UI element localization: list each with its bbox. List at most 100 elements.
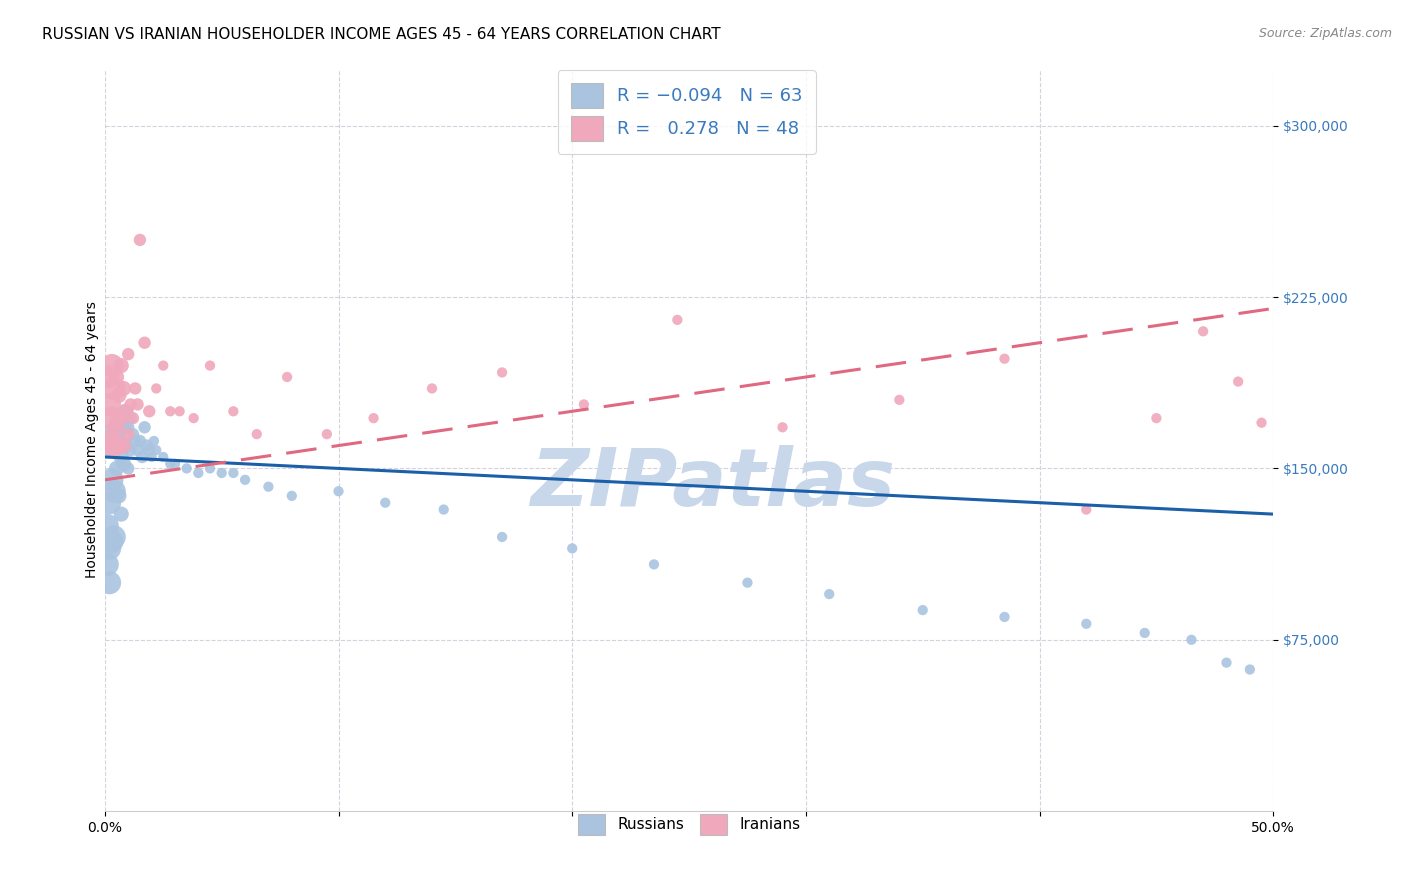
Point [276,370,298,384]
Point [328,484,350,499]
Point [96,558,118,572]
Point [222,466,245,480]
Point [1144,411,1167,425]
Point [198,359,221,373]
Point [491,530,513,544]
Point [198,461,221,475]
Point [433,502,456,516]
Point [112,381,135,395]
Point [135,439,157,453]
Point [127,397,149,411]
Point [103,484,125,499]
Point [131,450,153,464]
Point [117,347,139,361]
Point [138,404,160,418]
Point [101,473,124,487]
Point [101,439,124,453]
Point [163,457,186,471]
Text: Source: ZipAtlas.com: Source: ZipAtlas.com [1258,27,1392,40]
Point [1076,502,1098,516]
Point [105,420,128,434]
Point [96,518,118,533]
Point [117,461,139,475]
Point [169,404,191,418]
Point [120,443,142,458]
Point [103,439,125,453]
Point [98,496,121,510]
Point [134,420,156,434]
Point [176,461,198,475]
Point [911,603,934,617]
Point [103,381,125,395]
Point [129,233,152,247]
Point [183,411,205,425]
Point [1227,375,1250,389]
Point [993,610,1015,624]
Point [110,507,132,521]
Point [110,411,132,425]
Point [145,443,167,458]
Point [127,443,149,458]
Point [993,351,1015,366]
Point [112,420,135,434]
Point [115,439,138,453]
Point [737,575,759,590]
Point [134,335,156,350]
Point [142,434,165,448]
Point [115,404,138,418]
Point [105,461,128,475]
Point [818,587,841,601]
Point [1239,663,1261,677]
Point [120,397,142,411]
Point [572,397,595,411]
Point [138,443,160,458]
Point [108,388,131,402]
Point [108,434,131,448]
Point [129,434,152,448]
Point [120,411,142,425]
Point [122,411,145,425]
Point [122,427,145,442]
Point [110,411,132,425]
Point [159,457,181,471]
Point [141,450,163,464]
Point [145,381,167,395]
Point [1180,632,1202,647]
Point [159,404,181,418]
Point [101,534,124,549]
Point [98,541,121,556]
Point [103,530,125,544]
Point [561,541,583,556]
Y-axis label: Householder Income Ages 45 - 64 years: Householder Income Ages 45 - 64 years [86,301,100,578]
Point [363,411,385,425]
Point [98,397,121,411]
Point [491,366,513,380]
Point [124,434,146,448]
Point [889,392,911,407]
Point [187,466,209,480]
Point [108,439,131,453]
Point [222,404,245,418]
Point [1133,626,1156,640]
Point [115,404,138,418]
Point [281,489,304,503]
Point [1192,324,1215,338]
Text: RUSSIAN VS IRANIAN HOUSEHOLDER INCOME AGES 45 - 64 YEARS CORRELATION CHART: RUSSIAN VS IRANIAN HOUSEHOLDER INCOME AG… [42,27,721,42]
Point [772,420,794,434]
Point [420,381,443,395]
Point [1215,656,1237,670]
Point [101,359,124,373]
Point [246,427,269,442]
Point [101,411,124,425]
Point [152,359,174,373]
Point [233,473,256,487]
Point [112,457,135,471]
Point [96,370,118,384]
Legend: Russians, Iranians: Russians, Iranians [568,805,810,845]
Point [666,313,689,327]
Point [1250,416,1272,430]
Text: ZIPatlas: ZIPatlas [530,445,894,524]
Point [374,496,396,510]
Point [110,359,132,373]
Point [117,427,139,442]
